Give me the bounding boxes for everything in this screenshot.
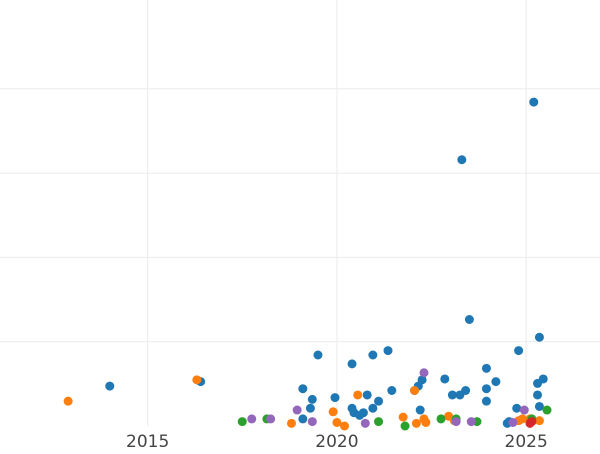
point-orange-8 [410,386,420,395]
point-blue-41 [533,390,543,400]
point-purple-3 [307,417,317,427]
point-orange-3 [328,407,338,417]
grid-layer [0,0,600,426]
point-purple-2 [292,405,302,415]
point-orange-0 [63,396,73,406]
point-blue-13 [362,390,372,400]
point-blue-37 [529,97,539,107]
point-orange-7 [398,412,408,422]
point-purple-7 [466,417,476,427]
point-orange-6 [353,390,363,400]
point-blue-8 [347,359,357,369]
point-blue-29 [481,384,491,394]
point-blue-40 [534,401,544,411]
point-blue-26 [457,155,467,165]
point-blue-30 [481,363,491,373]
point-blue-7 [330,393,340,403]
point-blue-3 [305,403,315,413]
x-tick-label-0: 2015 [126,432,169,450]
x-tick-labels: 2015 2020 2025 [126,432,548,452]
point-blue-5 [313,350,323,360]
point-blue-4 [307,394,317,404]
point-blue-17 [383,346,393,356]
point-blue-27 [461,386,471,395]
point-blue-6 [298,414,308,424]
x-tick-label-1: 2020 [315,432,358,450]
point-purple-4 [360,418,370,428]
point-purple-5 [419,368,429,378]
point-orange-1 [192,375,202,385]
point-green-2 [374,417,384,427]
point-green-8 [542,405,552,415]
points-layer [63,97,552,431]
point-orange-9 [411,418,421,428]
point-blue-42 [538,374,548,384]
point-purple-9 [519,405,529,415]
point-blue-28 [464,315,474,324]
point-orange-15 [517,414,527,424]
point-purple-1 [266,414,276,424]
point-blue-22 [417,375,427,385]
point-red-1 [527,417,537,427]
point-blue-2 [298,384,308,394]
point-blue-16 [374,396,384,406]
point-purple-8 [508,417,518,427]
point-blue-23 [440,374,450,384]
point-orange-5 [339,421,349,431]
point-green-4 [436,414,446,424]
point-blue-0 [105,381,115,391]
x-tick-label-2: 2025 [505,432,548,450]
point-orange-2 [286,418,296,428]
point-orange-17 [534,416,544,426]
point-green-0 [237,417,247,427]
point-blue-39 [534,332,544,342]
point-blue-15 [368,350,378,360]
point-blue-24 [447,390,457,400]
point-blue-18 [387,386,397,395]
point-blue-36 [514,346,524,356]
point-blue-31 [481,396,491,406]
point-orange-11 [421,417,431,427]
point-green-3 [400,421,410,431]
point-blue-14 [368,403,378,413]
point-purple-6 [451,417,461,427]
point-orange-4 [332,417,342,427]
point-blue-35 [512,403,522,413]
point-purple-0 [247,414,257,424]
point-blue-12 [358,408,368,418]
point-blue-32 [491,377,501,387]
point-blue-21 [415,405,425,415]
